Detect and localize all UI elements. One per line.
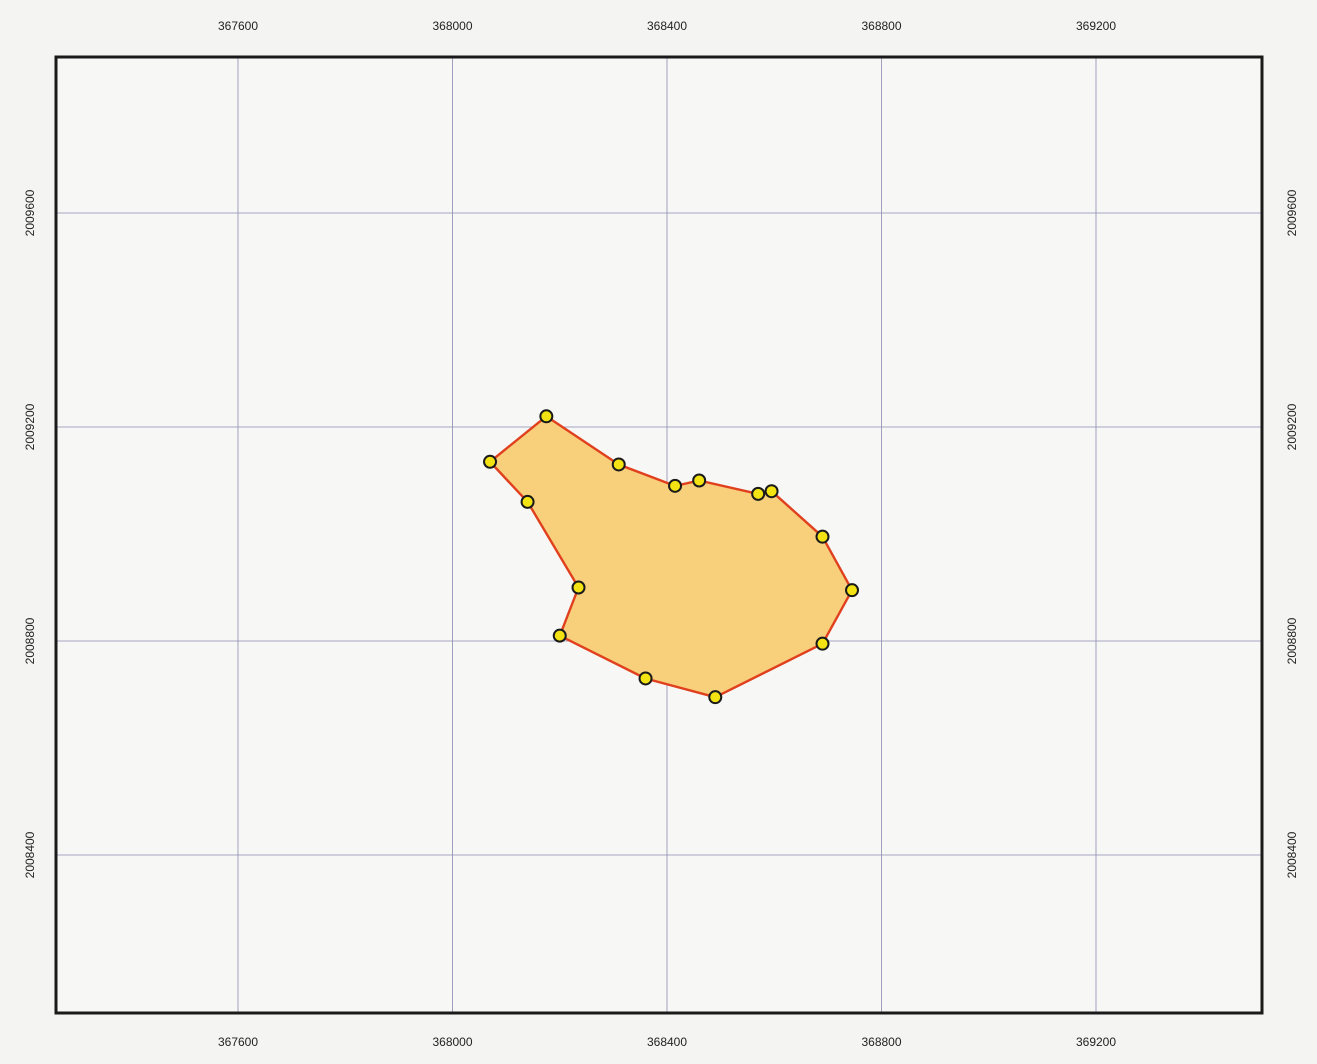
polygon-vertex[interactable] <box>815 529 830 544</box>
polygon-vertices <box>483 409 860 705</box>
y-tick-left-label: 2009200 <box>23 403 37 450</box>
x-tick-bottom-label: 368800 <box>861 1035 901 1049</box>
y-tick-right-label: 2008400 <box>1285 831 1299 878</box>
x-tick-top-label: 368800 <box>861 19 901 33</box>
x-axis-bottom: 367600 368000 368400 368800 369200 <box>218 1035 1116 1049</box>
polygon-vertex[interactable] <box>552 628 567 643</box>
x-axis-top: 367600 368000 368400 368800 369200 <box>218 19 1116 33</box>
x-tick-top-label: 368400 <box>647 19 687 33</box>
y-axis-right: 2009600 2009200 2008800 2008400 <box>1285 189 1299 878</box>
polygon-vertex[interactable] <box>483 454 498 469</box>
y-tick-left-label: 2008400 <box>23 831 37 878</box>
y-axis-left: 2009600 2009200 2008800 2008400 <box>23 189 37 878</box>
y-tick-left-label: 2009600 <box>23 189 37 236</box>
x-tick-bottom-label: 369200 <box>1076 1035 1116 1049</box>
y-tick-right-label: 2009200 <box>1285 403 1299 450</box>
y-tick-left-label: 2008800 <box>23 617 37 664</box>
x-tick-bottom-label: 367600 <box>218 1035 258 1049</box>
x-tick-top-label: 367600 <box>218 19 258 33</box>
y-tick-right-label: 2008800 <box>1285 617 1299 664</box>
survey-polygon-layer[interactable] <box>483 409 860 705</box>
polygon-vertex[interactable] <box>668 478 683 493</box>
polygon-vertex[interactable] <box>815 636 830 651</box>
polygon-vertex[interactable] <box>520 494 535 509</box>
x-tick-top-label: 369200 <box>1076 19 1116 33</box>
polygon-vertex[interactable] <box>692 473 707 488</box>
polygon-vertex[interactable] <box>708 690 723 705</box>
polygon-vertex[interactable] <box>571 580 586 595</box>
polygon-vertex[interactable] <box>611 457 626 472</box>
y-tick-right-label: 2009600 <box>1285 189 1299 236</box>
x-tick-top-label: 368000 <box>432 19 472 33</box>
polygon-vertex[interactable] <box>751 486 766 501</box>
map-frame <box>54 55 1264 1015</box>
survey-polygon[interactable] <box>488 415 854 699</box>
polygon-vertex[interactable] <box>539 409 554 424</box>
polygon-vertex[interactable] <box>638 671 653 686</box>
x-tick-bottom-label: 368400 <box>647 1035 687 1049</box>
x-tick-bottom-label: 368000 <box>432 1035 472 1049</box>
polygon-vertex[interactable] <box>845 583 860 598</box>
polygon-vertex[interactable] <box>764 484 779 499</box>
